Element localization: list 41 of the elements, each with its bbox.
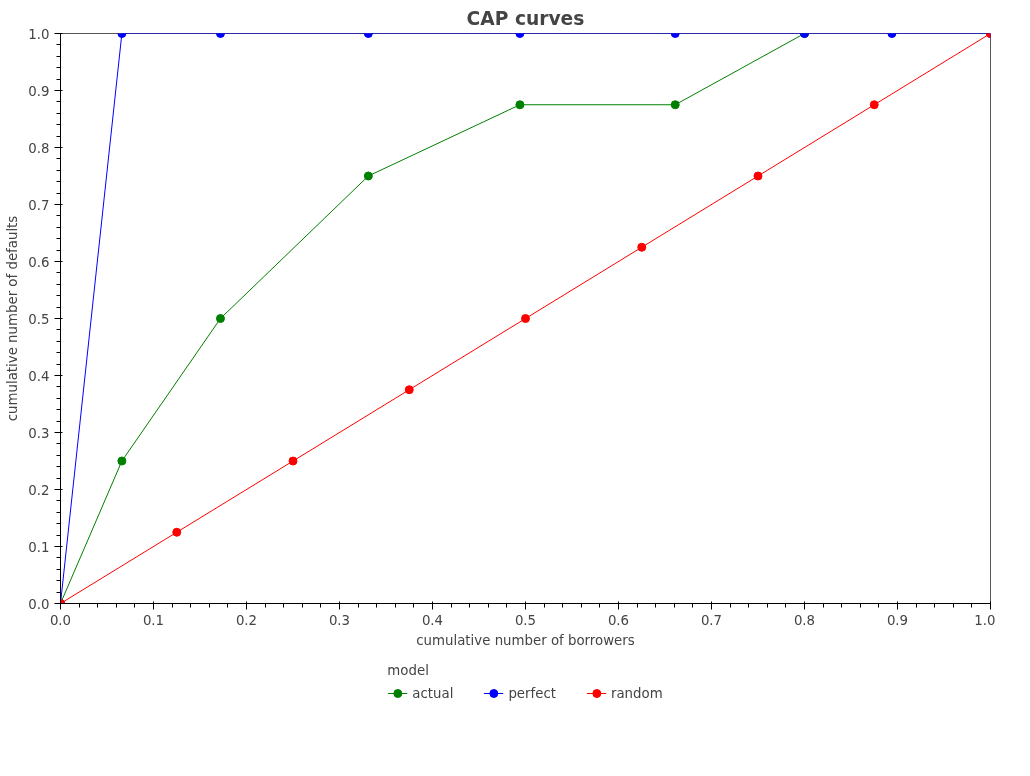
legend-label: perfect bbox=[508, 685, 556, 701]
y-tick-label: 0.7 bbox=[28, 197, 50, 213]
x-tick-label: 0.0 bbox=[49, 612, 72, 628]
y-tick-label: 0.1 bbox=[28, 539, 50, 555]
y-tick-label: 0.0 bbox=[28, 596, 50, 612]
y-tick-label: 0.3 bbox=[28, 425, 50, 441]
x-tick-label: 0.2 bbox=[235, 612, 258, 628]
x-tick-label: 0.8 bbox=[793, 612, 816, 628]
y-tick-label: 0.2 bbox=[28, 482, 50, 498]
x-tick-label: 0.5 bbox=[514, 612, 537, 628]
point bbox=[363, 171, 373, 181]
x-tick-label: 0.9 bbox=[886, 612, 909, 628]
point bbox=[753, 171, 763, 181]
x-tick-label: 0.6 bbox=[607, 612, 630, 628]
point bbox=[117, 456, 127, 466]
y-tick-label: 0.8 bbox=[28, 140, 50, 156]
x-tick-label: 0.4 bbox=[421, 612, 444, 628]
x-tick-label: 0.1 bbox=[142, 612, 165, 628]
x-tick-label: 1.0 bbox=[974, 612, 996, 628]
y-axis-title: cumulative number of defaults bbox=[5, 215, 21, 422]
point bbox=[288, 456, 298, 466]
x-tick-label: 0.3 bbox=[328, 612, 351, 628]
point bbox=[521, 314, 530, 323]
legend-label: actual bbox=[412, 685, 454, 701]
point bbox=[637, 242, 647, 252]
y-tick-label: 0.6 bbox=[28, 254, 50, 270]
y-tick-label: 1.0 bbox=[28, 26, 50, 42]
point bbox=[215, 314, 225, 323]
x-axis-title: cumulative number of borrowers bbox=[416, 632, 635, 648]
legend-label: random bbox=[610, 685, 663, 701]
chart-title: CAP curves bbox=[466, 7, 585, 29]
y-tick-label: 0.9 bbox=[28, 83, 50, 99]
point bbox=[515, 100, 525, 110]
point bbox=[869, 100, 879, 110]
x-tick-label: 0.7 bbox=[700, 612, 723, 628]
point bbox=[670, 100, 680, 110]
y-tick-label: 0.4 bbox=[28, 368, 50, 384]
y-tick-label: 0.5 bbox=[28, 311, 50, 327]
point bbox=[404, 385, 414, 395]
point bbox=[172, 527, 182, 537]
legend-title: model bbox=[387, 663, 430, 678]
